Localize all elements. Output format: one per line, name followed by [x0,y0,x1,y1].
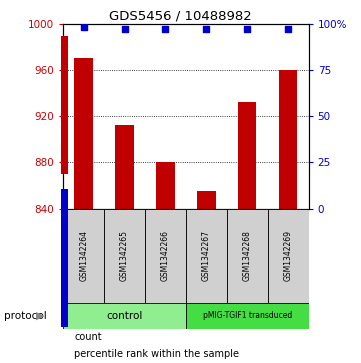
Bar [268,209,309,303]
Text: GSM1342264: GSM1342264 [79,231,88,281]
Point [81,24,87,30]
Bar [63,209,104,303]
Bar [156,163,175,209]
Bar [61,36,68,174]
Bar [61,189,68,327]
Bar [279,70,297,209]
Text: GSM1342268: GSM1342268 [243,231,252,281]
Text: GSM1342269: GSM1342269 [284,231,293,281]
Bar [238,102,256,209]
Bar [186,209,227,303]
Bar [104,209,145,303]
Text: GDS5456 / 10488982: GDS5456 / 10488982 [109,9,252,22]
Bar [63,303,186,329]
Bar [74,58,93,209]
Text: ▶: ▶ [36,311,45,321]
Point [244,26,250,32]
Bar [197,191,216,209]
Point [162,26,168,32]
Text: GSM1342266: GSM1342266 [161,231,170,281]
Point [122,26,127,32]
Text: percentile rank within the sample: percentile rank within the sample [74,349,239,359]
Text: protocol: protocol [4,311,46,321]
Text: control: control [106,311,143,321]
Text: pMIG-TGIF1 transduced: pMIG-TGIF1 transduced [203,311,292,320]
Point [204,26,209,32]
Bar [227,209,268,303]
Text: GSM1342265: GSM1342265 [120,231,129,281]
Bar [115,125,134,209]
Bar [145,209,186,303]
Point [285,26,291,32]
Bar [186,303,309,329]
Text: count: count [74,332,102,342]
Text: GSM1342267: GSM1342267 [202,231,211,281]
